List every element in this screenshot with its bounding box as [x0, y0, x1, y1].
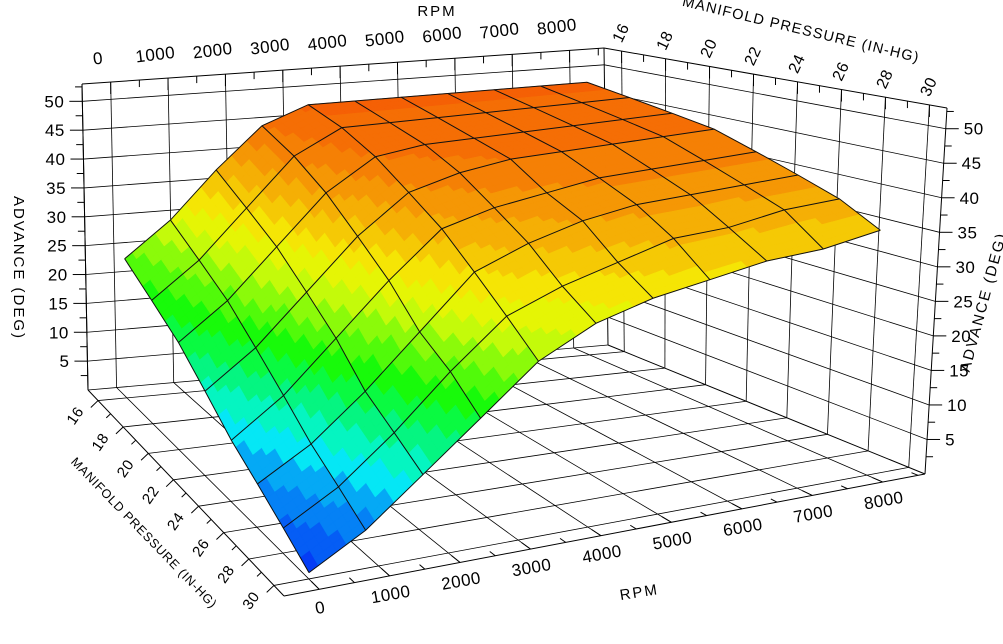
- rpm-bottom-tick-label: 6000: [722, 515, 765, 541]
- rpm-top-tick-label: 3000: [249, 35, 291, 59]
- map-bottom-tick-label: 26: [189, 536, 213, 560]
- advance-right-tick-label: 45: [962, 154, 982, 173]
- advance-left-tick-label: 5: [59, 352, 69, 371]
- map-top-tick-label: 28: [874, 67, 897, 91]
- map-bottom-tick-label: 24: [164, 509, 188, 533]
- advance-right-tick-label: 50: [964, 120, 984, 139]
- map-axis-bottom-title: MANIFOLD PRESSURE (IN-HG): [68, 455, 220, 612]
- rpm-top-tick-label: 2000: [192, 39, 234, 63]
- rpm-bottom-tick-label: 5000: [651, 528, 694, 554]
- map-bottom-tick-label: 20: [114, 457, 138, 481]
- rpm-top-tick-label: 5000: [364, 27, 406, 51]
- advance-right-tick-label: 10: [947, 396, 967, 415]
- map-bottom-tick-label: 16: [63, 404, 87, 428]
- map-bottom-tick-label: 18: [89, 430, 113, 454]
- rpm-bottom-tick-label: 4000: [581, 541, 624, 567]
- map-top-tick-label: 24: [786, 52, 809, 76]
- advance-right-tick-label: 40: [960, 189, 980, 208]
- rpm-axis-top: 0 1000 2000 3000 4000 5000 6000 7000 8000 RPM: [92, 3, 599, 95]
- advance-axis-left-title: ADVANCE (DEG): [10, 196, 27, 340]
- rpm-top-tick-label: 7000: [479, 19, 521, 43]
- rpm-top-tick-label: 1000: [134, 43, 176, 67]
- rpm-top-tick-label: 4000: [307, 31, 349, 55]
- advance-left-tick-label: 20: [48, 266, 68, 285]
- rpm-bottom-tick-label: 0: [314, 598, 327, 618]
- rpm-top-tick-label: 8000: [536, 15, 578, 39]
- rpm-bottom-tick-label: 3000: [510, 555, 553, 581]
- map-bottom-tick-label: 28: [214, 562, 238, 586]
- rpm-bottom-tick-label: 7000: [792, 501, 835, 527]
- rpm-top-tick-label: 0: [92, 49, 104, 69]
- rpm-bottom-tick-label: 8000: [863, 488, 906, 514]
- advance-right-tick-label: 5: [945, 430, 955, 449]
- map-top-tick-label: 22: [742, 44, 765, 68]
- map-top-tick-label: 18: [654, 29, 677, 53]
- advance-left-tick-label: 25: [47, 237, 67, 256]
- rpm-axis-top-title: RPM: [417, 3, 456, 20]
- advance-left-tick-label: 40: [46, 150, 66, 169]
- map-top-tick-label: 30: [918, 75, 941, 99]
- rpm-bottom-tick-label: 1000: [369, 582, 412, 608]
- advance-right-tick-label: 15: [949, 361, 969, 380]
- advance-surface: [124, 81, 881, 574]
- advance-right-tick-label: 35: [958, 223, 978, 242]
- advance-axis-left: 5 10 15 20 25 30 35 40 45 50 ADVANCE (DEG): [10, 83, 89, 391]
- advance-left-tick-label: 30: [47, 208, 67, 227]
- map-bottom-tick-label: 30: [239, 589, 263, 613]
- advance-right-tick-label: 25: [953, 292, 973, 311]
- advance-left-tick-label: 50: [44, 92, 64, 111]
- advance-left-tick-label: 15: [48, 294, 68, 313]
- map-bottom-tick-label: 22: [139, 483, 163, 507]
- rpm-top-tick-label: 6000: [421, 23, 463, 47]
- map-top-tick-label: 16: [610, 21, 633, 45]
- map-top-tick-label: 20: [698, 36, 721, 60]
- advance-right-tick-label: 30: [955, 258, 975, 277]
- rpm-bottom-tick-label: 2000: [440, 568, 483, 594]
- advance-right-tick-label: 20: [951, 327, 971, 346]
- rpm-axis-bottom-title: RPM: [619, 581, 661, 604]
- surface-mesh: [124, 81, 881, 574]
- advance-left-tick-label: 35: [46, 179, 66, 198]
- map-top-tick-label: 26: [830, 60, 853, 84]
- advance-left-tick-label: 45: [45, 121, 65, 140]
- advance-left-tick-label: 10: [49, 323, 69, 342]
